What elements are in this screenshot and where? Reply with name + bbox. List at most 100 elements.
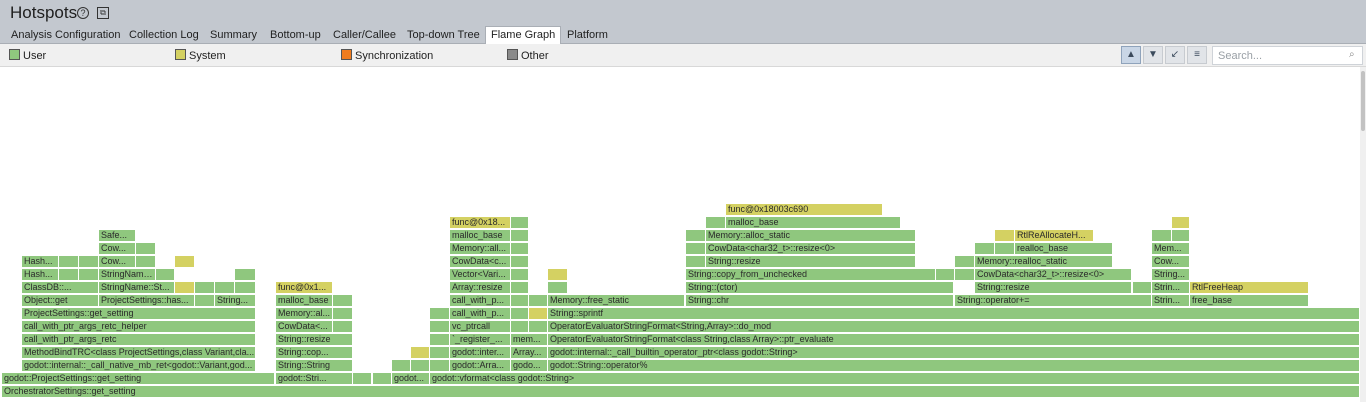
flame-view-icon[interactable]: ▲ [1121,46,1141,64]
flame-frame[interactable]: Array::resize [450,282,511,294]
flame-frame[interactable]: func@0x18003c690 [726,204,883,216]
flame-frame[interactable] [353,373,372,385]
flame-frame[interactable]: OrchestratorSettings::get_setting [2,386,1360,398]
flame-frame[interactable] [511,230,529,242]
flame-frame[interactable]: func@0x18... [450,217,511,229]
flame-frame[interactable]: String::operator+= [955,295,1152,307]
flame-frame[interactable] [175,282,195,294]
flame-frame[interactable] [511,256,529,268]
flame-frame[interactable]: OperatorEvaluatorStringFormat<class Stri… [548,334,1360,346]
flame-frame[interactable]: func@0x1... [276,282,333,294]
tab-flame-graph[interactable]: Flame Graph [485,26,562,45]
flame-frame[interactable]: ClassDB::... [22,282,99,294]
flame-frame[interactable] [511,243,529,255]
flame-frame[interactable]: RtlFreeHeap [1190,282,1309,294]
flame-frame[interactable]: Memory::alloc_static [706,230,916,242]
tab-analysis-configuration[interactable]: Analysis Configuration [11,29,121,41]
flame-frame[interactable]: String::sprintf [548,308,1360,320]
flame-frame[interactable]: godot::Stri... [276,373,353,385]
flame-frame[interactable] [215,282,235,294]
flame-frame[interactable] [430,347,450,359]
flame-frame[interactable] [195,295,215,307]
flame-frame[interactable] [995,243,1015,255]
flame-frame[interactable]: `_register_... [450,334,511,346]
flame-frame[interactable]: CowData<char32_t>::resize<0> [706,243,916,255]
flame-frame[interactable]: malloc_base [450,230,511,242]
flame-frame[interactable]: Cow... [99,256,136,268]
flame-frame[interactable]: Object::get [22,295,99,307]
flame-frame[interactable] [511,269,529,281]
flame-frame[interactable]: Hash... [22,256,59,268]
tab-top-down-tree[interactable]: Top-down Tree [407,29,480,41]
flame-frame[interactable]: CowData<char32_t>::resize<0> [975,269,1132,281]
flame-frame[interactable]: vc_ptrcall [450,321,511,333]
flame-frame[interactable] [1172,230,1190,242]
flame-frame[interactable]: godot::String::operator% [548,360,1360,372]
flame-frame[interactable] [955,256,975,268]
flame-frame[interactable]: Strin... [1152,282,1190,294]
flame-frame[interactable]: OperatorEvaluatorStringFormat<String,Arr… [548,321,1360,333]
flame-frame[interactable] [529,295,548,307]
flame-frame[interactable] [1152,230,1172,242]
flame-frame[interactable] [955,269,975,281]
flame-frame[interactable] [511,321,529,333]
flame-frame[interactable] [235,269,256,281]
flame-frame[interactable]: StringName::_... [99,269,156,281]
flame-frame[interactable]: Cow... [99,243,136,255]
flame-frame[interactable]: call_with_ptr_args_retc [22,334,256,346]
flame-frame[interactable]: Memory::al... [276,308,333,320]
flame-frame[interactable]: godot::ProjectSettings::get_setting [2,373,275,385]
flame-frame[interactable]: CowData<c... [450,256,511,268]
flame-frame[interactable]: RtlReAllocateH... [1015,230,1094,242]
flame-frame[interactable] [430,360,450,372]
reset-zoom-icon[interactable]: ≡ [1187,46,1207,64]
flame-frame[interactable]: call_with_p... [450,295,511,307]
flame-frame[interactable] [136,256,156,268]
tab-collection-log[interactable]: Collection Log [129,29,199,41]
flame-frame[interactable]: String... [1152,269,1190,281]
flame-frame[interactable]: godot::internal::_call_builtin_operator_… [548,347,1360,359]
flame-frame[interactable] [430,334,450,346]
vertical-scrollbar[interactable] [1360,67,1366,402]
flame-frame[interactable]: call_with_p... [450,308,511,320]
flame-frame[interactable]: Memory::free_static [548,295,685,307]
flame-frame[interactable] [411,360,430,372]
flame-frame[interactable] [175,256,195,268]
flame-frame[interactable] [59,269,79,281]
flame-frame[interactable] [511,217,529,229]
flame-frame[interactable]: godot... [392,373,430,385]
flame-frame[interactable] [548,269,568,281]
flame-frame[interactable] [79,256,99,268]
flame-frame[interactable]: call_with_ptr_args_retc_helper [22,321,256,333]
flame-frame[interactable] [686,243,706,255]
flame-frame[interactable]: godot::Arra... [450,360,511,372]
scrollbar-thumb[interactable] [1361,71,1365,131]
help-icon[interactable]: ? [77,7,89,19]
flame-frame[interactable] [373,373,392,385]
flame-frame[interactable] [686,230,706,242]
flame-frame[interactable]: String::cop... [276,347,353,359]
flame-frame[interactable] [936,269,955,281]
flame-frame[interactable] [392,360,411,372]
flame-frame[interactable] [235,282,256,294]
flame-frame[interactable]: String::resize [276,334,353,346]
flame-frame[interactable] [511,282,529,294]
flame-graph[interactable]: OrchestratorSettings::get_setting godot:… [0,67,1360,402]
tab-summary[interactable]: Summary [210,29,258,41]
flame-frame[interactable]: godot::internal::_call_native_mb_ret<god… [22,360,256,372]
flame-frame[interactable] [548,282,568,294]
flame-frame[interactable] [156,269,175,281]
flame-frame[interactable]: Safe... [99,230,136,242]
flame-frame[interactable] [333,295,353,307]
flame-frame[interactable] [995,230,1015,242]
zoom-out-icon[interactable]: ↙ [1165,46,1185,64]
flame-frame[interactable]: realloc_base [1015,243,1113,255]
popout-icon[interactable]: ⧉ [97,7,109,19]
flame-frame[interactable]: MethodBindTRC<class ProjectSettings,clas… [22,347,256,359]
flame-frame[interactable] [975,243,995,255]
flame-frame[interactable]: Hash... [22,269,59,281]
flame-frame[interactable] [333,308,353,320]
flame-frame[interactable]: Mem... [1152,243,1190,255]
tab-caller-callee[interactable]: Caller/Callee [333,29,396,41]
flame-frame[interactable] [1133,282,1152,294]
